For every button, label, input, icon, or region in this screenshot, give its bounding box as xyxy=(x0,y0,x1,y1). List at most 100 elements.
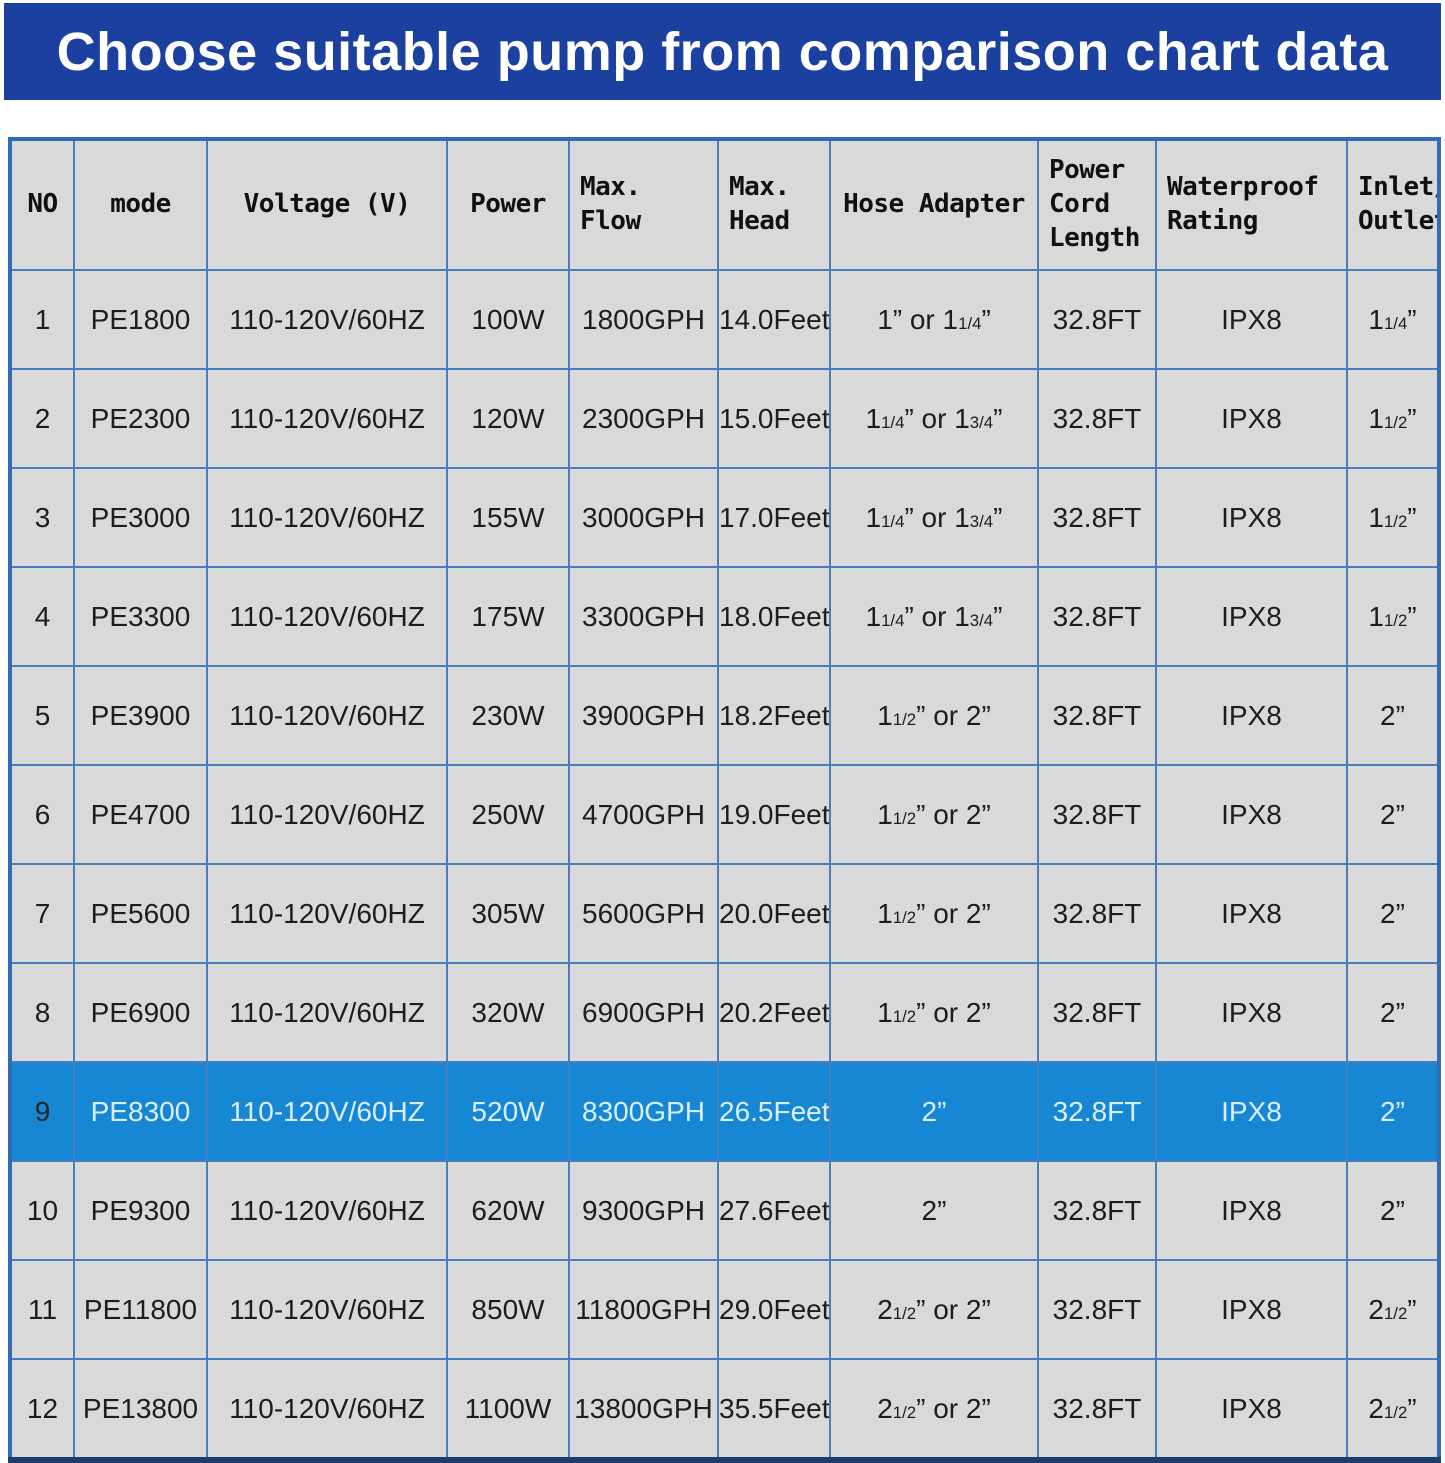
cell-no: 10 xyxy=(9,1160,75,1261)
cell-hose-adapter: 11/2” or 2” xyxy=(829,962,1039,1063)
cell-power: 320W xyxy=(446,962,570,1063)
fraction: 1/2 xyxy=(892,1303,917,1323)
cell-waterproof-rating: IPX8 xyxy=(1155,1259,1348,1360)
cell-inlet-outlet: 2” xyxy=(1346,665,1440,766)
cell-voltage: 110-120V/60HZ xyxy=(206,566,448,667)
cell-voltage: 110-120V/60HZ xyxy=(206,863,448,964)
cell-power: 1100W xyxy=(446,1358,570,1461)
cell-max-head: 18.0Feet xyxy=(717,566,831,667)
cell-voltage: 110-120V/60HZ xyxy=(206,467,448,568)
fraction: 1/2 xyxy=(892,1402,917,1422)
fraction: 1/4 xyxy=(881,610,905,630)
cell-max-head: 15.0Feet xyxy=(717,368,831,469)
cell-waterproof-rating: IPX8 xyxy=(1155,1061,1348,1162)
cell-waterproof-rating: IPX8 xyxy=(1155,1160,1348,1261)
cell-inlet-outlet: 2” xyxy=(1346,863,1440,964)
cell-inlet-outlet: 2” xyxy=(1346,764,1440,865)
cell-voltage: 110-120V/60HZ xyxy=(206,269,448,370)
column-header-power-cord-length: Power Cord Length xyxy=(1037,138,1157,271)
cell-max-flow: 3300GPH xyxy=(568,566,719,667)
cell-mode: PE9300 xyxy=(73,1160,208,1261)
cell-mode: PE8300 xyxy=(73,1061,208,1162)
cell-max-flow: 9300GPH xyxy=(568,1160,719,1261)
cell-mode: PE11800 xyxy=(73,1259,208,1360)
page: Choose suitable pump from comparison cha… xyxy=(0,3,1445,1463)
table-row: 8 PE6900 110-120V/60HZ 320W 6900GPH 20.2Feet 1… xyxy=(9,962,1440,1063)
cell-hose-adapter: 1” or 11/4” xyxy=(829,269,1039,370)
table-row: 11 PE11800 110-120V/60HZ 850W 11800GPH 29.0Fe… xyxy=(9,1259,1440,1360)
cell-no: 12 xyxy=(9,1358,75,1461)
cell-waterproof-rating: IPX8 xyxy=(1155,467,1348,568)
cell-voltage: 110-120V/60HZ xyxy=(206,1061,448,1162)
cell-no: 6 xyxy=(9,764,75,865)
cell-voltage: 110-120V/60HZ xyxy=(206,368,448,469)
cell-mode: PE3900 xyxy=(73,665,208,766)
cell-inlet-outlet: 11/2” xyxy=(1346,566,1440,667)
cell-max-flow: 5600GPH xyxy=(568,863,719,964)
cell-power-cord-length: 32.8FT xyxy=(1037,1061,1157,1162)
cell-hose-adapter: 11/4” or 13/4” xyxy=(829,566,1039,667)
cell-max-head: 27.6Feet xyxy=(717,1160,831,1261)
table-row: 10 PE9300 110-120V/60HZ 620W 9300GPH 27.6Feet… xyxy=(9,1160,1440,1261)
table-row: 3 PE3000 110-120V/60HZ 155W 3000GPH 17.0Feet 1… xyxy=(9,467,1440,568)
cell-inlet-outlet: 11/2” xyxy=(1346,368,1440,469)
cell-voltage: 110-120V/60HZ xyxy=(206,665,448,766)
cell-waterproof-rating: IPX8 xyxy=(1155,962,1348,1063)
table-body: 1 PE1800 110-120V/60HZ 100W 1800GPH 14.0Feet 1… xyxy=(9,269,1440,1461)
table-head: NO mode Voltage (V) Power Max. Flow Max. Head… xyxy=(9,138,1440,271)
cell-waterproof-rating: IPX8 xyxy=(1155,665,1348,766)
cell-voltage: 110-120V/60HZ xyxy=(206,1358,448,1461)
cell-mode: PE4700 xyxy=(73,764,208,865)
cell-power-cord-length: 32.8FT xyxy=(1037,1160,1157,1261)
cell-max-flow: 13800GPH xyxy=(568,1358,719,1461)
cell-waterproof-rating: IPX8 xyxy=(1155,863,1348,964)
fraction: 1/4 xyxy=(1383,313,1408,333)
cell-no: 3 xyxy=(9,467,75,568)
cell-power: 250W xyxy=(446,764,570,865)
cell-inlet-outlet: 2” xyxy=(1346,1061,1440,1162)
fraction: 1/4 xyxy=(881,511,905,531)
fraction: 1/2 xyxy=(1383,1402,1408,1422)
cell-voltage: 110-120V/60HZ xyxy=(206,764,448,865)
cell-power-cord-length: 32.8FT xyxy=(1037,1358,1157,1461)
table-row: 12 PE13800 110-120V/60HZ 1100W 13800GPH 35.5F… xyxy=(9,1358,1440,1461)
cell-hose-adapter: 21/2” or 2” xyxy=(829,1358,1039,1461)
cell-power: 520W xyxy=(446,1061,570,1162)
cell-mode: PE6900 xyxy=(73,962,208,1063)
cell-voltage: 110-120V/60HZ xyxy=(206,962,448,1063)
cell-inlet-outlet: 21/2” xyxy=(1346,1259,1440,1360)
column-header-max-head: Max. Head xyxy=(717,138,831,271)
column-header-waterproof-rating: Waterproof Rating xyxy=(1155,138,1348,271)
cell-max-head: 29.0Feet xyxy=(717,1259,831,1360)
cell-no: 4 xyxy=(9,566,75,667)
cell-max-head: 35.5Feet xyxy=(717,1358,831,1461)
cell-inlet-outlet: 11/4” xyxy=(1346,269,1440,370)
cell-max-head: 14.0Feet xyxy=(717,269,831,370)
cell-mode: PE2300 xyxy=(73,368,208,469)
cell-power-cord-length: 32.8FT xyxy=(1037,467,1157,568)
cell-mode: PE3300 xyxy=(73,566,208,667)
cell-no: 1 xyxy=(9,269,75,370)
fraction: 1/2 xyxy=(892,907,917,927)
cell-power-cord-length: 32.8FT xyxy=(1037,863,1157,964)
cell-power: 620W xyxy=(446,1160,570,1261)
cell-max-flow: 3000GPH xyxy=(568,467,719,568)
column-header-max-flow: Max. Flow xyxy=(568,138,719,271)
fraction: 1/2 xyxy=(892,808,917,828)
cell-waterproof-rating: IPX8 xyxy=(1155,368,1348,469)
cell-waterproof-rating: IPX8 xyxy=(1155,1358,1348,1461)
cell-no: 5 xyxy=(9,665,75,766)
cell-hose-adapter: 11/2” or 2” xyxy=(829,863,1039,964)
cell-mode: PE3000 xyxy=(73,467,208,568)
cell-max-head: 17.0Feet xyxy=(717,467,831,568)
cell-inlet-outlet: 21/2” xyxy=(1346,1358,1440,1461)
cell-no: 9 xyxy=(9,1061,75,1162)
table-row-highlighted: 9 PE8300 110-120V/60HZ 520W 8300GPH 26.5Feet 2… xyxy=(9,1061,1440,1162)
cell-hose-adapter: 11/4” or 13/4” xyxy=(829,368,1039,469)
cell-inlet-outlet: 11/2” xyxy=(1346,467,1440,568)
fraction: 1/2 xyxy=(1383,1303,1408,1323)
cell-power: 100W xyxy=(446,269,570,370)
column-header-inlet-outlet: Inlet/ Outlet xyxy=(1346,138,1440,271)
cell-no: 7 xyxy=(9,863,75,964)
cell-max-head: 20.0Feet xyxy=(717,863,831,964)
